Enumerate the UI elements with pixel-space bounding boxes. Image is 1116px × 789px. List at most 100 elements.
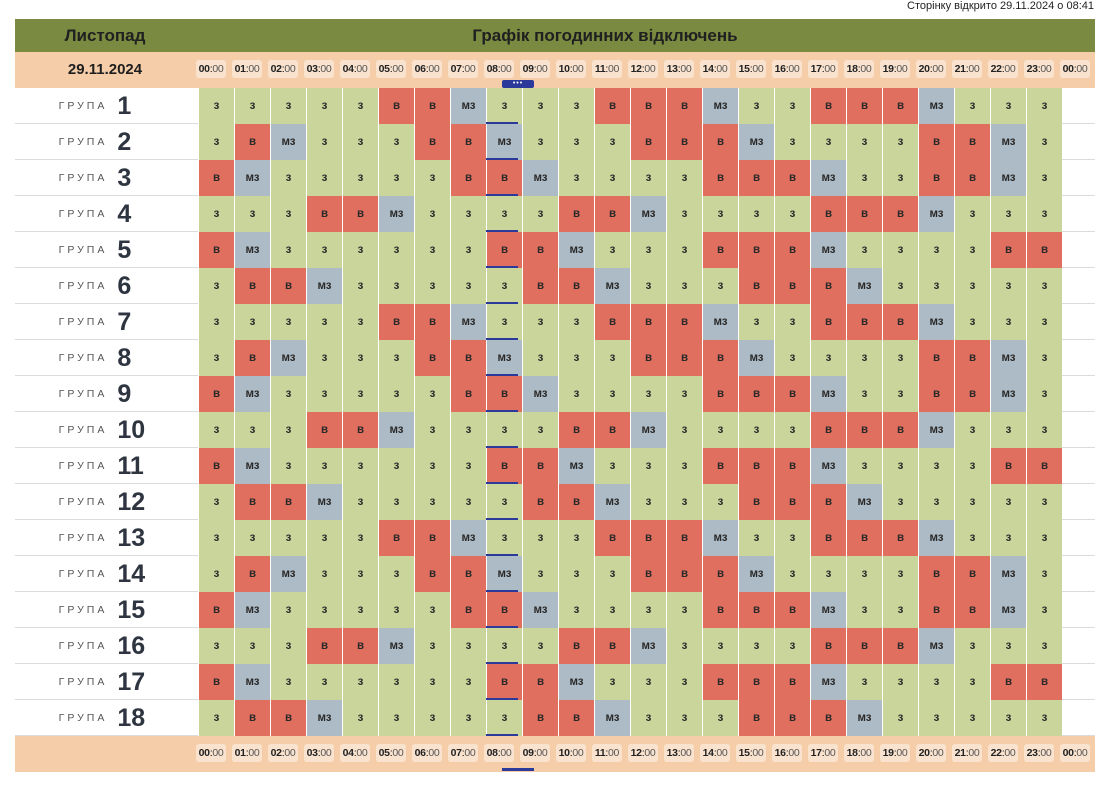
schedule-cell[interactable]: в (702, 376, 738, 412)
schedule-cell[interactable]: в (810, 412, 846, 448)
schedule-cell[interactable]: з (1026, 592, 1062, 628)
schedule-cell[interactable]: мз (270, 124, 306, 160)
schedule-cell[interactable]: з (378, 556, 414, 592)
schedule-cell[interactable]: з (954, 412, 990, 448)
schedule-cell[interactable]: з (270, 520, 306, 556)
schedule-cell[interactable]: в (234, 700, 270, 736)
schedule-cell[interactable]: з (378, 160, 414, 196)
schedule-cell[interactable]: з (306, 304, 342, 340)
schedule-cell[interactable]: в (450, 124, 486, 160)
schedule-cell[interactable]: з (1026, 556, 1062, 592)
schedule-cell[interactable]: з (990, 196, 1026, 232)
schedule-cell[interactable]: з (846, 340, 882, 376)
schedule-cell[interactable]: з (846, 592, 882, 628)
schedule-cell[interactable]: мз (810, 160, 846, 196)
schedule-cell[interactable]: в (594, 628, 630, 664)
schedule-cell[interactable]: з (342, 484, 378, 520)
schedule-cell[interactable]: в (666, 304, 702, 340)
schedule-cell[interactable]: з (882, 556, 918, 592)
schedule-cell[interactable]: мз (846, 484, 882, 520)
schedule-cell[interactable]: в (738, 160, 774, 196)
schedule-cell[interactable]: з (414, 412, 450, 448)
schedule-cell[interactable]: з (954, 700, 990, 736)
schedule-cell[interactable]: в (918, 556, 954, 592)
schedule-cell[interactable]: в (666, 520, 702, 556)
schedule-cell[interactable]: в (954, 556, 990, 592)
schedule-cell[interactable]: з (918, 700, 954, 736)
schedule-cell[interactable]: з (414, 484, 450, 520)
schedule-cell[interactable]: в (234, 484, 270, 520)
schedule-cell[interactable]: в (414, 520, 450, 556)
schedule-cell[interactable]: з (630, 664, 666, 700)
schedule-cell[interactable]: в (666, 88, 702, 124)
schedule-cell[interactable]: з (522, 628, 558, 664)
schedule-cell[interactable]: мз (990, 160, 1026, 196)
schedule-cell[interactable]: з (882, 484, 918, 520)
schedule-cell[interactable]: з (774, 412, 810, 448)
schedule-cell[interactable]: з (1026, 160, 1062, 196)
schedule-cell[interactable]: мз (450, 304, 486, 340)
schedule-cell[interactable]: з (486, 196, 522, 232)
schedule-cell[interactable]: з (270, 196, 306, 232)
schedule-cell[interactable]: мз (234, 232, 270, 268)
schedule-cell[interactable]: з (882, 664, 918, 700)
schedule-cell[interactable]: в (990, 448, 1026, 484)
schedule-cell[interactable]: мз (918, 412, 954, 448)
schedule-cell[interactable]: з (846, 664, 882, 700)
schedule-cell[interactable]: з (558, 304, 594, 340)
schedule-cell[interactable]: з (378, 232, 414, 268)
schedule-cell[interactable]: в (882, 412, 918, 448)
schedule-cell[interactable]: в (594, 196, 630, 232)
schedule-cell[interactable]: з (306, 160, 342, 196)
schedule-cell[interactable]: в (594, 88, 630, 124)
schedule-cell[interactable]: в (1026, 448, 1062, 484)
schedule-cell[interactable]: з (198, 196, 234, 232)
schedule-cell[interactable]: з (198, 88, 234, 124)
schedule-cell[interactable]: з (1026, 268, 1062, 304)
schedule-cell[interactable]: з (810, 340, 846, 376)
schedule-cell[interactable]: в (846, 628, 882, 664)
schedule-cell[interactable]: з (306, 592, 342, 628)
schedule-cell[interactable]: мз (702, 520, 738, 556)
schedule-cell[interactable]: в (558, 268, 594, 304)
schedule-cell[interactable]: з (486, 88, 522, 124)
schedule-cell[interactable]: з (378, 376, 414, 412)
schedule-cell[interactable]: мз (234, 448, 270, 484)
schedule-cell[interactable]: в (810, 88, 846, 124)
schedule-cell[interactable]: з (774, 628, 810, 664)
schedule-cell[interactable]: мз (990, 124, 1026, 160)
schedule-cell[interactable]: в (558, 412, 594, 448)
schedule-cell[interactable]: в (414, 340, 450, 376)
schedule-cell[interactable]: в (810, 628, 846, 664)
schedule-cell[interactable]: в (558, 700, 594, 736)
schedule-cell[interactable]: з (342, 160, 378, 196)
schedule-cell[interactable]: в (558, 628, 594, 664)
schedule-cell[interactable]: в (702, 556, 738, 592)
schedule-cell[interactable]: з (306, 520, 342, 556)
schedule-cell[interactable]: з (666, 592, 702, 628)
schedule-cell[interactable]: мз (234, 592, 270, 628)
schedule-cell[interactable]: в (342, 196, 378, 232)
schedule-cell[interactable]: з (522, 88, 558, 124)
schedule-cell[interactable]: з (1026, 304, 1062, 340)
schedule-cell[interactable]: з (630, 448, 666, 484)
schedule-cell[interactable]: з (522, 340, 558, 376)
schedule-cell[interactable]: мз (486, 340, 522, 376)
schedule-cell[interactable]: мз (738, 340, 774, 376)
schedule-cell[interactable]: мз (522, 592, 558, 628)
schedule-cell[interactable]: з (270, 376, 306, 412)
schedule-cell[interactable]: в (846, 304, 882, 340)
schedule-cell[interactable]: в (306, 628, 342, 664)
schedule-cell[interactable]: з (774, 340, 810, 376)
schedule-cell[interactable]: з (882, 232, 918, 268)
schedule-cell[interactable]: з (1026, 196, 1062, 232)
schedule-cell[interactable]: в (522, 448, 558, 484)
schedule-cell[interactable]: мз (990, 592, 1026, 628)
schedule-cell[interactable]: в (882, 520, 918, 556)
schedule-cell[interactable]: з (558, 556, 594, 592)
schedule-cell[interactable]: з (774, 304, 810, 340)
schedule-cell[interactable]: з (450, 196, 486, 232)
schedule-cell[interactable]: з (306, 340, 342, 376)
schedule-cell[interactable]: з (522, 556, 558, 592)
schedule-cell[interactable]: в (882, 88, 918, 124)
